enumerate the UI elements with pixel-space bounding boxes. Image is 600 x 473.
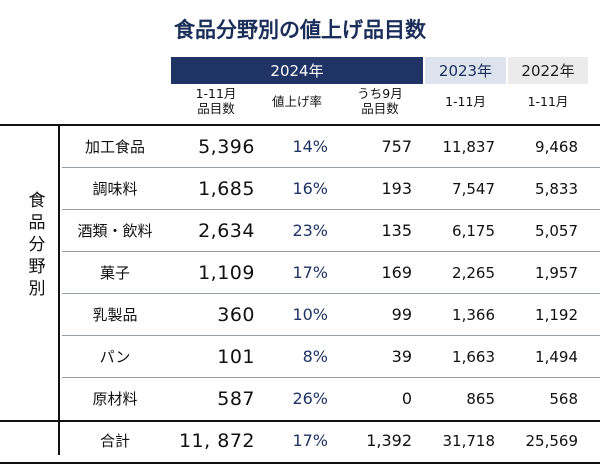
header-2023: 2023年 xyxy=(425,57,506,84)
subheader-items-text: 1-11月 品目数 xyxy=(195,86,237,116)
cell-2022: 25,569 xyxy=(525,432,579,450)
row-divider xyxy=(62,293,600,294)
table-row: 菓子 1,109 17% 169 2,265 1,957 xyxy=(0,252,600,294)
table-row: 原材料 587 26% 0 865 568 xyxy=(0,378,600,420)
page-title: 食品分野別の値上げ品目数 xyxy=(174,18,426,42)
cell-2023: 6,175 xyxy=(452,222,495,240)
table-row: パン 101 8% 39 1,663 1,494 xyxy=(0,336,600,378)
cell-2022: 9,468 xyxy=(535,138,578,156)
subheader-items: 1-11月 品目数 xyxy=(176,86,256,116)
row-name: 菓子 xyxy=(99,264,130,282)
cell-2023: 2,265 xyxy=(452,264,495,282)
cell-september: 99 xyxy=(391,305,412,324)
table-row: 酒類・飲料 2,634 23% 135 6,175 5,057 xyxy=(0,210,600,252)
cell-september: 169 xyxy=(381,263,412,282)
row-name: パン xyxy=(99,348,131,366)
cell-rate: 26% xyxy=(292,389,328,408)
cell-2022: 1,494 xyxy=(535,348,578,366)
cell-rate: 16% xyxy=(292,179,328,198)
header-2024: 2024年 xyxy=(171,57,423,84)
row-divider xyxy=(62,167,600,168)
cell-september: 1,392 xyxy=(366,431,412,450)
cell-2023: 11,837 xyxy=(442,138,496,156)
cell-september: 0 xyxy=(401,389,412,408)
subheader-2022: 1-11月 xyxy=(527,94,569,109)
cell-rate: 17% xyxy=(292,263,328,282)
cell-2022: 5,057 xyxy=(535,222,578,240)
cell-september: 135 xyxy=(381,221,412,240)
cell-2023: 1,366 xyxy=(452,306,495,324)
cell-rate: 23% xyxy=(292,221,328,240)
table-row-total: 合計 11, 872 17% 1,392 31,718 25,569 xyxy=(0,420,600,462)
cell-2023: 31,718 xyxy=(442,432,496,450)
row-name: 原材料 xyxy=(92,390,138,408)
cell-2023: 7,547 xyxy=(452,180,495,198)
row-divider xyxy=(62,209,600,210)
cell-items: 11, 872 xyxy=(178,430,255,452)
side-label-char: 食 xyxy=(28,191,46,211)
total-rule xyxy=(0,420,600,422)
cell-items: 2,634 xyxy=(198,220,255,242)
cell-rate: 14% xyxy=(292,137,328,156)
subheader-september: うち9月 品目数 xyxy=(340,86,420,116)
cell-items: 360 xyxy=(217,304,255,326)
subheader-september-text: うち9月 品目数 xyxy=(357,86,403,116)
side-label-food-category: 食 品 分 野 別 xyxy=(22,190,52,300)
side-label-char: 品 xyxy=(28,213,46,233)
cell-september: 39 xyxy=(391,347,412,366)
row-divider xyxy=(62,377,600,378)
row-name: 加工食品 xyxy=(84,138,145,156)
cell-2023: 865 xyxy=(466,390,495,408)
cell-rate: 10% xyxy=(292,305,328,324)
subheader-rate: 値上げ率 xyxy=(271,94,322,109)
cell-items: 5,396 xyxy=(198,136,255,158)
cell-items: 1,109 xyxy=(198,262,255,284)
table-row: 加工食品 5,396 14% 757 11,837 9,468 xyxy=(0,126,600,168)
side-label-char: 別 xyxy=(28,279,46,299)
row-divider xyxy=(62,251,600,252)
cell-2022: 568 xyxy=(549,390,578,408)
cell-rate: 17% xyxy=(292,431,328,450)
side-label-char: 野 xyxy=(28,257,46,277)
row-divider xyxy=(62,335,600,336)
bottom-rule xyxy=(0,462,600,464)
cell-2022: 5,833 xyxy=(535,180,578,198)
side-label-char: 分 xyxy=(28,235,46,255)
left-divider xyxy=(58,125,60,455)
cell-september: 193 xyxy=(381,179,412,198)
header-2022: 2022年 xyxy=(508,57,588,84)
table-row: 乳製品 360 10% 99 1,366 1,192 xyxy=(0,294,600,336)
row-name: 酒類・飲料 xyxy=(77,222,153,240)
cell-items: 587 xyxy=(217,388,255,410)
row-name: 合計 xyxy=(99,432,130,450)
header-rule xyxy=(0,124,600,126)
row-name: 乳製品 xyxy=(92,306,138,324)
cell-2022: 1,192 xyxy=(535,306,578,324)
cell-2022: 1,957 xyxy=(535,264,578,282)
cell-2023: 1,663 xyxy=(452,348,495,366)
cell-items: 101 xyxy=(217,346,255,368)
cell-rate: 8% xyxy=(302,347,328,366)
subheader-2023: 1-11月 xyxy=(445,94,486,109)
row-name: 調味料 xyxy=(92,180,138,198)
table-row: 調味料 1,685 16% 193 7,547 5,833 xyxy=(0,168,600,210)
cell-items: 1,685 xyxy=(198,178,255,200)
cell-september: 757 xyxy=(381,137,412,156)
